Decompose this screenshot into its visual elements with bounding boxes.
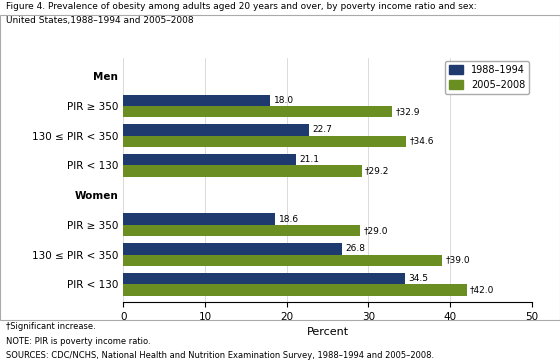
Text: SOURCES: CDC/NCHS, National Health and Nutrition Examination Survey, 1988–1994 a: SOURCES: CDC/NCHS, National Health and N…: [6, 351, 434, 360]
Bar: [123, 254, 442, 266]
Legend: 1988–1994, 2005–2008: 1988–1994, 2005–2008: [445, 61, 529, 94]
Text: Figure 4. Prevalence of obesity among adults aged 20 years and over, by poverty : Figure 4. Prevalence of obesity among ad…: [6, 2, 476, 11]
Bar: [123, 124, 309, 135]
Text: †34.6: †34.6: [409, 137, 434, 146]
Text: †29.0: †29.0: [363, 226, 388, 235]
Bar: [123, 135, 406, 147]
Bar: [123, 284, 466, 296]
Bar: [123, 154, 296, 165]
Bar: [123, 225, 360, 236]
Text: †29.2: †29.2: [365, 166, 390, 175]
Bar: [123, 214, 276, 225]
Text: 26.8: 26.8: [346, 244, 366, 253]
Text: †42.0: †42.0: [470, 285, 494, 294]
Text: 18.6: 18.6: [278, 215, 298, 223]
Text: NOTE: PIR is poverty income ratio.: NOTE: PIR is poverty income ratio.: [6, 337, 150, 346]
Text: †Significant increase.: †Significant increase.: [6, 322, 95, 331]
Text: United States,1988–1994 and 2005–2008: United States,1988–1994 and 2005–2008: [6, 16, 193, 25]
Bar: [123, 95, 270, 106]
Text: 34.5: 34.5: [409, 274, 428, 283]
Bar: [123, 106, 392, 117]
X-axis label: Percent: Percent: [306, 327, 349, 337]
Text: 21.1: 21.1: [299, 155, 319, 164]
Bar: [123, 273, 405, 284]
Text: †39.0: †39.0: [445, 256, 470, 265]
Text: †32.9: †32.9: [395, 107, 420, 116]
Text: 22.7: 22.7: [312, 126, 332, 134]
Bar: [123, 165, 362, 177]
Text: 18.0: 18.0: [274, 96, 294, 105]
Bar: [123, 243, 342, 254]
